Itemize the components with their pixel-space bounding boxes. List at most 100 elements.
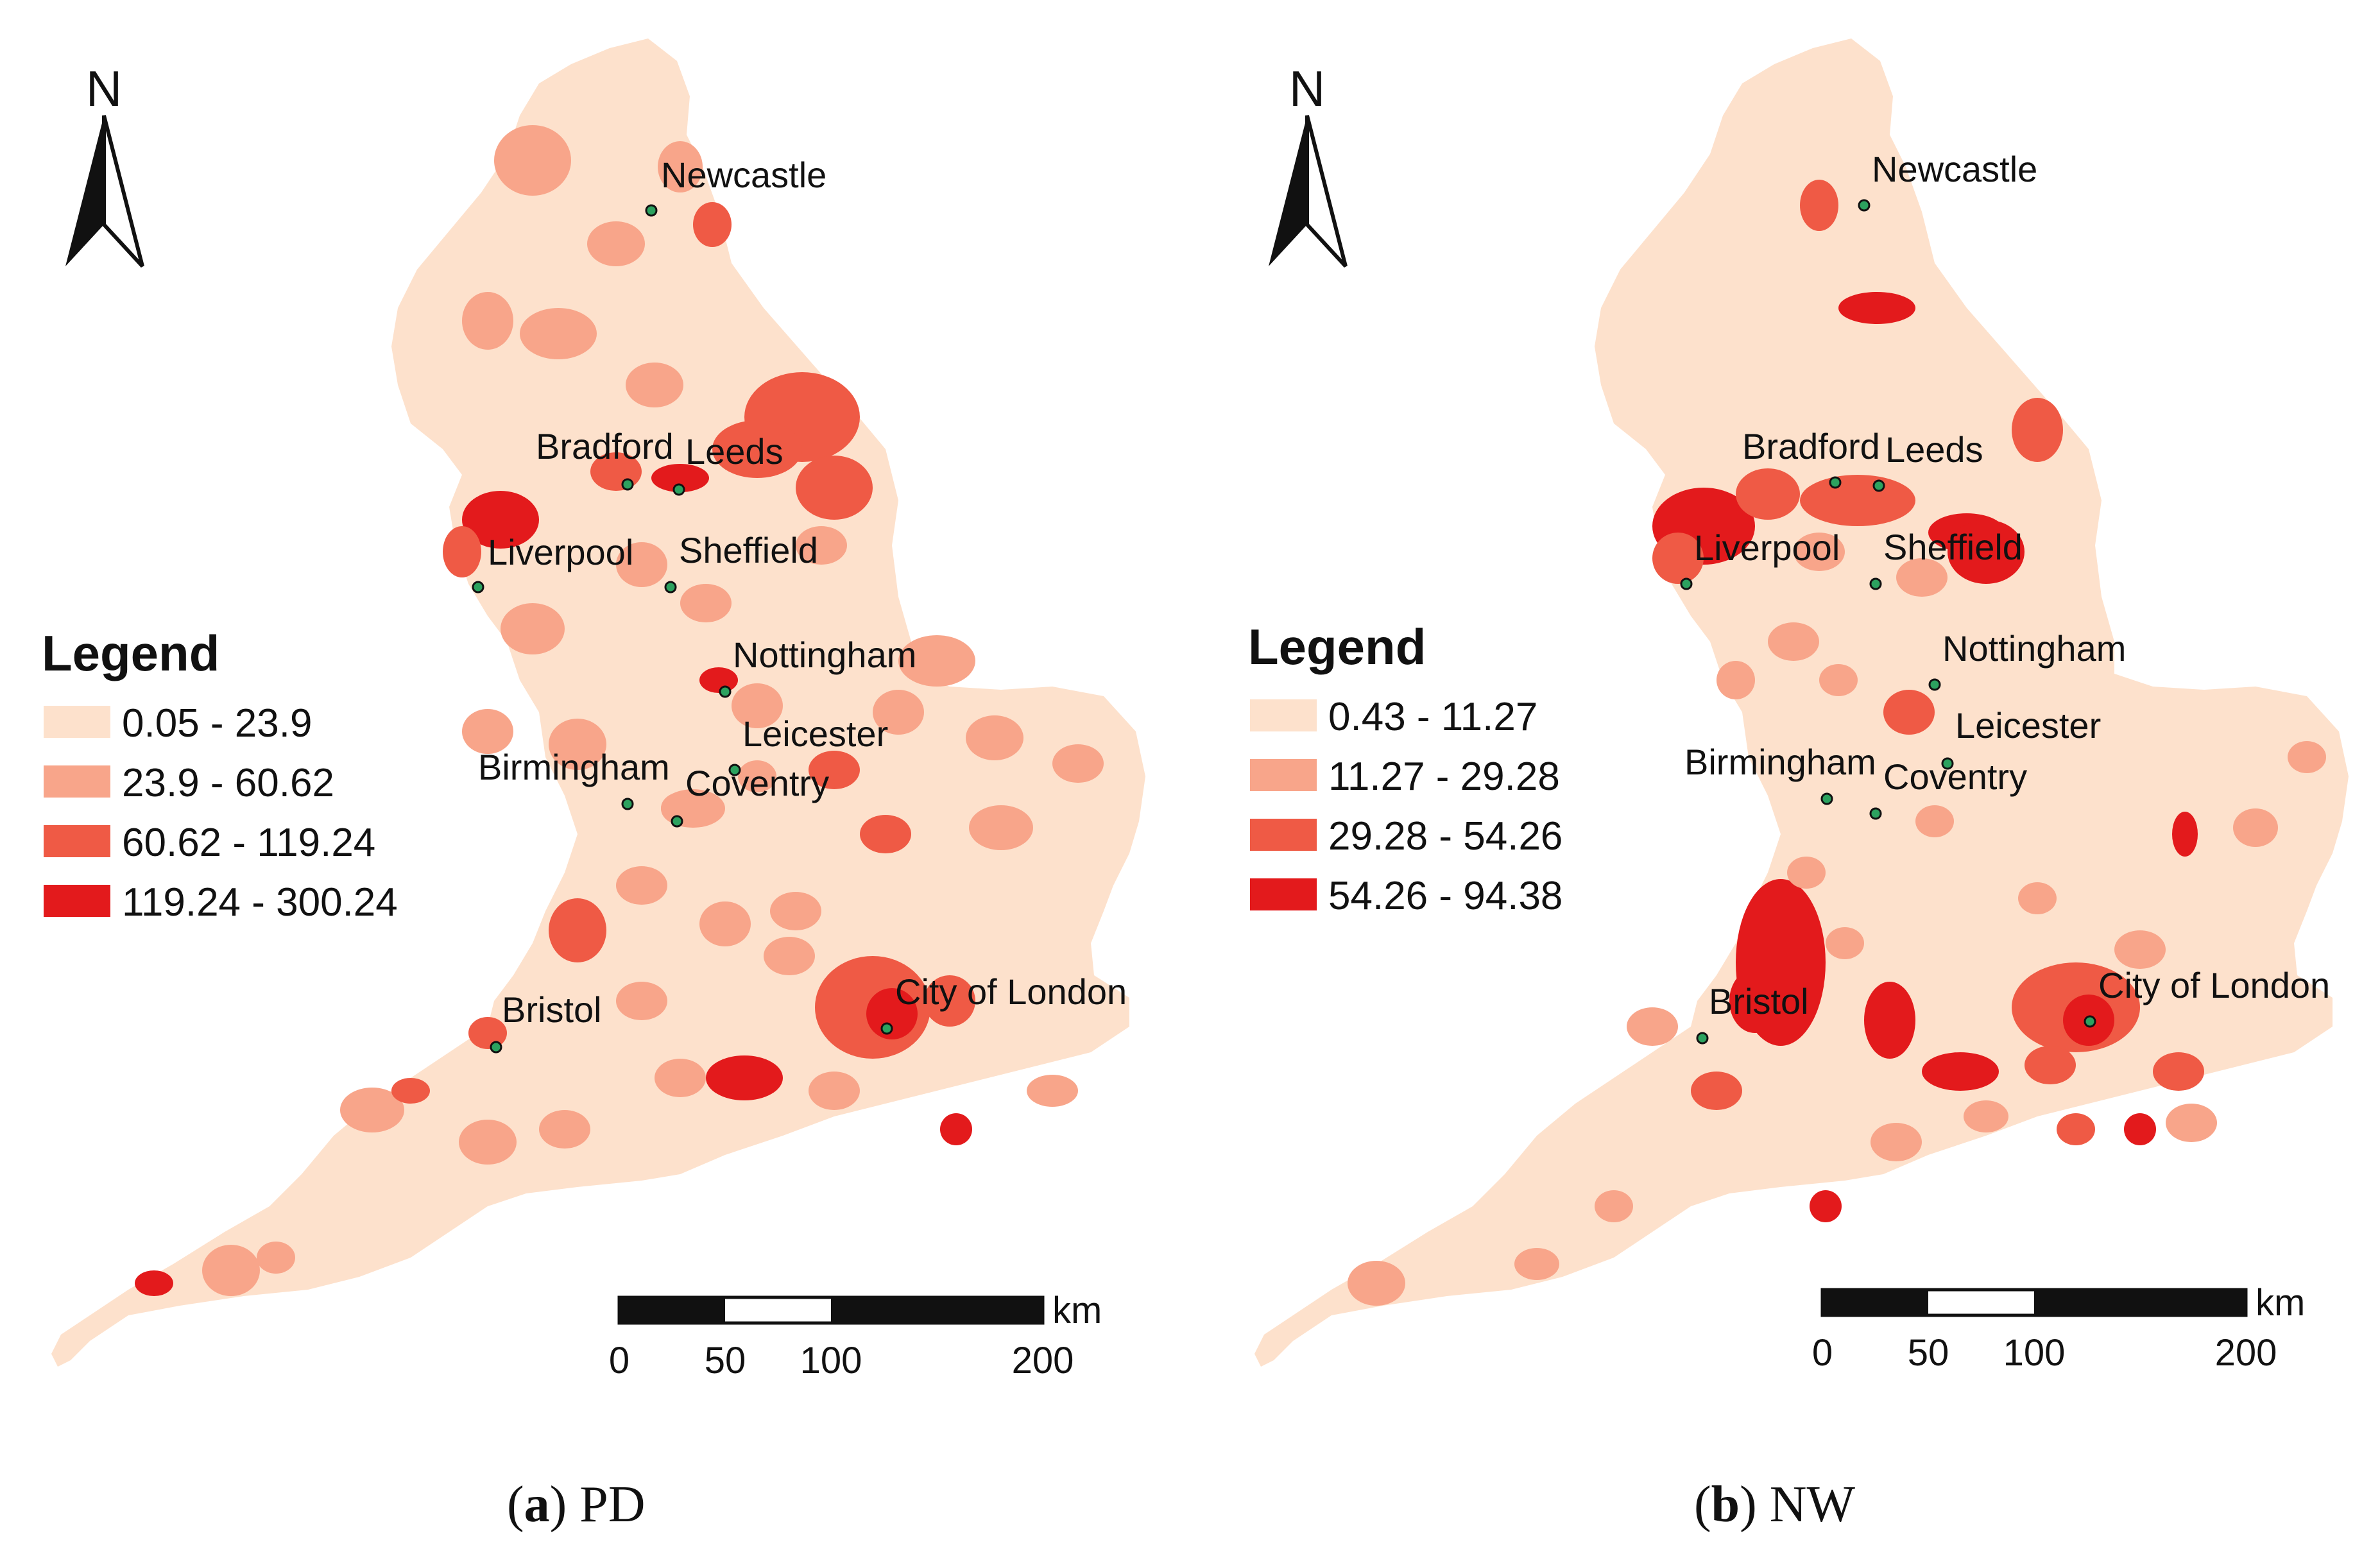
city-label: Bristol [502, 989, 602, 1030]
choropleth-patch [1768, 622, 1819, 661]
choropleth-patch [1800, 475, 1915, 526]
choropleth-patch [1883, 690, 1935, 735]
city-dot [1869, 807, 1882, 820]
choropleth-patch [549, 719, 606, 770]
choropleth-patch [494, 125, 571, 196]
choropleth-patch [966, 715, 1023, 760]
city-label: Newcastle [1872, 149, 2037, 189]
city-label: Bristol [1709, 981, 1809, 1021]
choropleth-patch [1717, 661, 1755, 699]
choropleth-patch [1052, 744, 1104, 783]
city-label: Sheffield [1883, 527, 2023, 567]
legend: Legend 0.05 - 23.9 23.9 - 60.62 60.62 - … [42, 625, 398, 925]
city-label: City of London [2098, 965, 2330, 1005]
choropleth-patch [459, 1120, 517, 1165]
city-dot [672, 483, 685, 496]
choropleth-patch [340, 1088, 404, 1132]
choropleth-patch [1864, 982, 1915, 1059]
city-markers: Newcastle Bradford Leeds Liverpool Sheffield… [1680, 149, 2330, 1045]
legend-swatch-class3 [44, 825, 110, 857]
legend-label-class1: 0.05 - 23.9 [122, 701, 312, 746]
choropleth-patch [539, 1110, 590, 1149]
choropleth-patch [2124, 1113, 2156, 1145]
legend-swatch-class2 [44, 765, 110, 798]
scale-bar: km 0 50 100 200 [1812, 1282, 2305, 1374]
choropleth-patch [655, 1059, 706, 1097]
choropleth-patch [1838, 292, 1915, 324]
choropleth-patch [468, 1017, 507, 1049]
choropleth-patch [1627, 1007, 1678, 1046]
choropleth-patch [969, 805, 1033, 850]
caption-text: PD [567, 1476, 646, 1533]
choropleth-patch [738, 760, 776, 792]
city-label: Leicester [1955, 705, 2101, 746]
choropleth-patch [2025, 1046, 2076, 1084]
choropleth-patch [462, 292, 513, 350]
city-label: City of London [895, 971, 1127, 1012]
legend-swatch-class3 [1250, 819, 1317, 851]
choropleth-patch [1729, 969, 1781, 1033]
city-dot [1858, 199, 1871, 212]
choropleth-patch [1800, 180, 1838, 231]
scale-tick-200: 200 [2215, 1332, 2277, 1374]
city-dot [472, 581, 484, 594]
north-arrow-icon: N [65, 60, 142, 266]
choropleth-patch [1595, 1190, 1633, 1222]
choropleth-patch [2018, 882, 2057, 914]
city-label: Bradford [1742, 426, 1880, 466]
city-label: Nottingham [733, 635, 916, 675]
scale-tick-0: 0 [609, 1340, 629, 1381]
scale-tick-0: 0 [1812, 1332, 1833, 1374]
choropleth-patch [391, 1078, 430, 1104]
city-dot [1829, 476, 1842, 489]
city-label: Nottingham [1942, 628, 2126, 669]
choropleth-patch [924, 975, 975, 1027]
choropleth-patch [712, 420, 802, 478]
north-label: N [86, 60, 122, 117]
map-panel-pd: Newcastle Bradford Leeds Liverpool Sheffield… [42, 38, 1145, 1381]
legend-swatch-class4 [1250, 878, 1317, 910]
choropleth-patches [135, 125, 1104, 1296]
choropleth-patch [796, 456, 873, 520]
choropleth-patch [1922, 1052, 1999, 1091]
map-panel-nw: Newcastle Bradford Leeds Liverpool Sheffield… [1248, 38, 2349, 1374]
city-dot [664, 581, 677, 594]
choropleth-patch [1871, 1123, 1922, 1161]
legend-swatch-class1 [44, 706, 110, 738]
choropleth-patch [462, 491, 539, 549]
choropleth-patch [1514, 1248, 1559, 1280]
city-dot [645, 204, 658, 217]
scale-tick-100: 100 [800, 1340, 862, 1381]
city-dot [1869, 577, 1882, 590]
choropleth-patch [732, 683, 783, 728]
choropleth-patch [651, 464, 709, 492]
legend-label-class2: 11.27 - 29.28 [1328, 755, 1560, 799]
scale-unit: km [1052, 1290, 1102, 1331]
city-label: Leicester [742, 713, 888, 754]
city-dot [728, 764, 741, 776]
choropleth-patch [462, 709, 513, 754]
scale-tick-50: 50 [705, 1340, 746, 1381]
choropleth-patch [706, 1055, 783, 1100]
choropleth-patch [2153, 1052, 2204, 1091]
city-label: Newcastle [661, 155, 826, 195]
choropleth-patch [898, 635, 975, 687]
city-dot [671, 815, 683, 828]
legend-label-class3: 60.62 - 119.24 [122, 821, 375, 865]
choropleth-patch [940, 1113, 972, 1145]
choropleth-patch [770, 892, 821, 930]
legend-swatch-class1 [1250, 699, 1317, 731]
choropleth-patch [1736, 468, 1800, 520]
city-dot [490, 1041, 502, 1054]
legend-label-class3: 29.28 - 54.26 [1328, 814, 1562, 858]
choropleth-patch [1915, 805, 1954, 837]
choropleth-patch [2012, 398, 2063, 462]
choropleth-patch [616, 542, 667, 587]
city-label: Coventry [1883, 756, 2027, 797]
north-arrow-icon: N [1269, 60, 1346, 266]
city-dot [1680, 577, 1693, 590]
caption-letter: a [524, 1476, 550, 1533]
choropleth-patch [873, 690, 924, 735]
scale-tick-100: 100 [2003, 1332, 2066, 1374]
city-label: Birmingham [1684, 742, 1876, 782]
